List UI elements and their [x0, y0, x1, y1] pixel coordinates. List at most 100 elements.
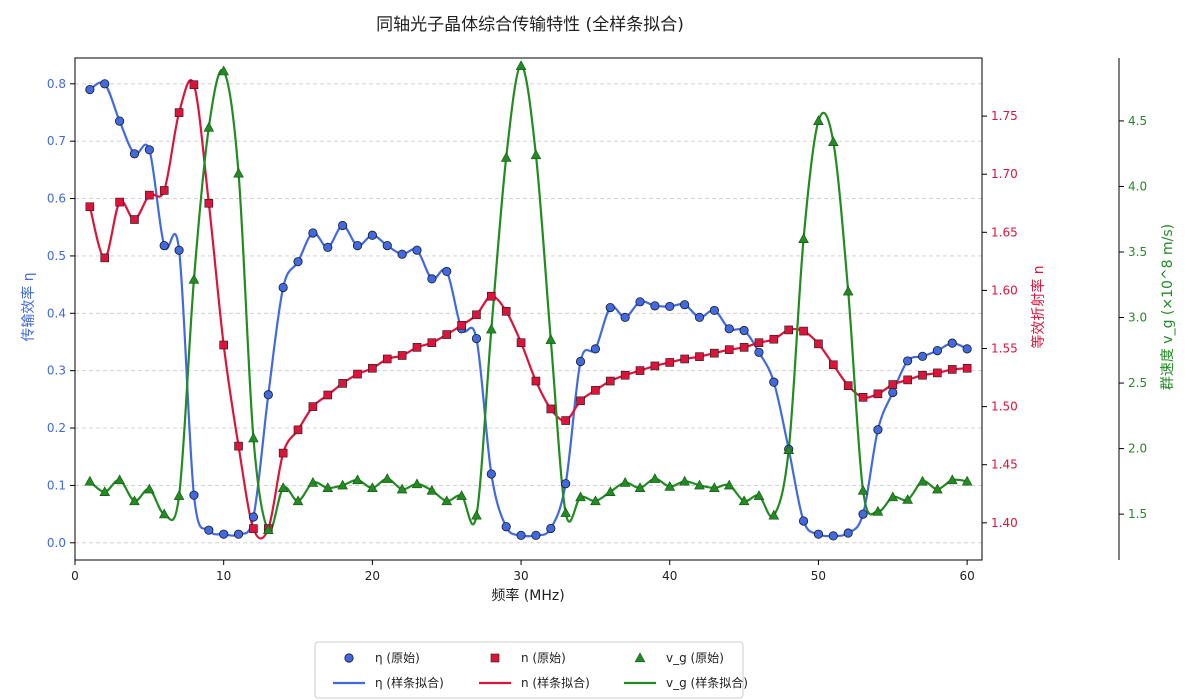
eta-point [962, 344, 972, 354]
vg-tick-label: 3.0 [1128, 311, 1147, 325]
eta-point [367, 230, 377, 240]
vg-point [188, 273, 200, 284]
vg-point [486, 323, 497, 334]
eta-point [219, 529, 229, 539]
vg-tick-label: 2.0 [1128, 442, 1147, 456]
eta-point [248, 512, 259, 522]
n-point [293, 425, 303, 435]
n-point [695, 352, 704, 361]
vg-point [515, 60, 527, 70]
n-point [219, 340, 228, 350]
vg-point [441, 495, 453, 506]
vg-point [322, 482, 334, 493]
vg-point [500, 151, 512, 162]
vg-point [664, 480, 676, 491]
n-point [412, 343, 422, 352]
vg-point [738, 495, 750, 506]
eta-point [546, 523, 556, 534]
n-tick-label: 1.45 [991, 458, 1018, 472]
n-point [457, 320, 466, 330]
vg-point [114, 474, 125, 485]
n-point [397, 351, 407, 360]
vg-tick-label: 3.5 [1128, 245, 1147, 259]
n-tick-label: 1.40 [991, 516, 1018, 530]
eta-point [843, 528, 853, 538]
n-point [962, 363, 972, 373]
eta-point [144, 145, 154, 155]
vg-point [367, 482, 378, 493]
vg-point [99, 486, 111, 496]
vg-point [233, 167, 244, 178]
vg-point [381, 473, 393, 483]
vg-point [144, 483, 155, 494]
x-tick-label: 60 [959, 569, 974, 583]
eta-point [382, 241, 392, 251]
vg-point [857, 484, 869, 495]
n-point [546, 404, 556, 414]
plot-frame [74, 57, 983, 561]
eta-point [233, 529, 244, 539]
vg-point [842, 285, 854, 296]
n-point [843, 381, 853, 390]
eta-tick-label: 0.4 [47, 306, 66, 320]
n-point [591, 386, 600, 395]
vg-point [426, 484, 438, 495]
vg-legend-fit: v_g (样条拟合) [666, 675, 748, 690]
vg-point [84, 475, 96, 486]
eta-point [724, 324, 734, 334]
grid-lines [75, 83, 982, 544]
eta-axis-title: 传输效率 η [20, 272, 37, 341]
n-axis-title: 等效折射率 n [1030, 265, 1047, 348]
eta-point [575, 356, 586, 367]
vg-tick-label: 2.5 [1128, 376, 1147, 390]
eta-tick-label: 0.1 [47, 478, 66, 492]
x-tick-label: 10 [216, 569, 231, 583]
eta-point [813, 529, 824, 539]
vg-tick-label: 4.5 [1128, 114, 1147, 128]
vg-point [158, 508, 170, 519]
n-point [145, 190, 154, 200]
eta-point [917, 351, 928, 361]
n-legend-marker [490, 653, 500, 663]
n-point [204, 198, 214, 208]
vg-point [292, 495, 304, 506]
eta-point [739, 325, 749, 336]
eta-point [754, 347, 764, 357]
vg-point [634, 482, 646, 493]
legend: η (原始) η (样条拟合) n (原始) n (样条拟合) v_g (原始) v_g … [314, 641, 748, 699]
n-point [918, 370, 927, 380]
vg-point [798, 233, 809, 243]
eta-point [903, 356, 913, 366]
vg-point [530, 149, 542, 160]
eta-tick-label: 0.3 [47, 364, 66, 378]
n-point [189, 80, 199, 90]
eta-point [471, 333, 482, 344]
eta-point [397, 249, 407, 259]
fit-lines [88, 64, 968, 540]
vg-point [411, 478, 423, 489]
eta-point [159, 241, 169, 251]
vg-point [723, 479, 735, 490]
eta-point [100, 79, 110, 89]
eta-tick-label: 0.7 [47, 134, 66, 148]
n-point [100, 253, 110, 263]
eta-point [888, 387, 898, 398]
x-tick-label: 20 [365, 569, 380, 583]
vg-point [545, 334, 557, 344]
vg-point [917, 475, 928, 486]
vg-point [783, 444, 795, 455]
n-point [234, 441, 243, 451]
n-point [85, 202, 95, 212]
vg-point [575, 491, 586, 502]
eta-point [85, 84, 95, 95]
n-tick-label: 1.65 [991, 225, 1018, 239]
eta-point [873, 425, 883, 435]
x-axis-title: 频率 (MHz) [491, 587, 564, 604]
n-point [278, 448, 288, 458]
vg-legend-marker [634, 652, 646, 663]
n-fit-line [88, 79, 968, 540]
n-point [353, 369, 362, 379]
eta-point [620, 312, 630, 322]
n-point [382, 354, 392, 364]
eta-point [204, 525, 214, 535]
